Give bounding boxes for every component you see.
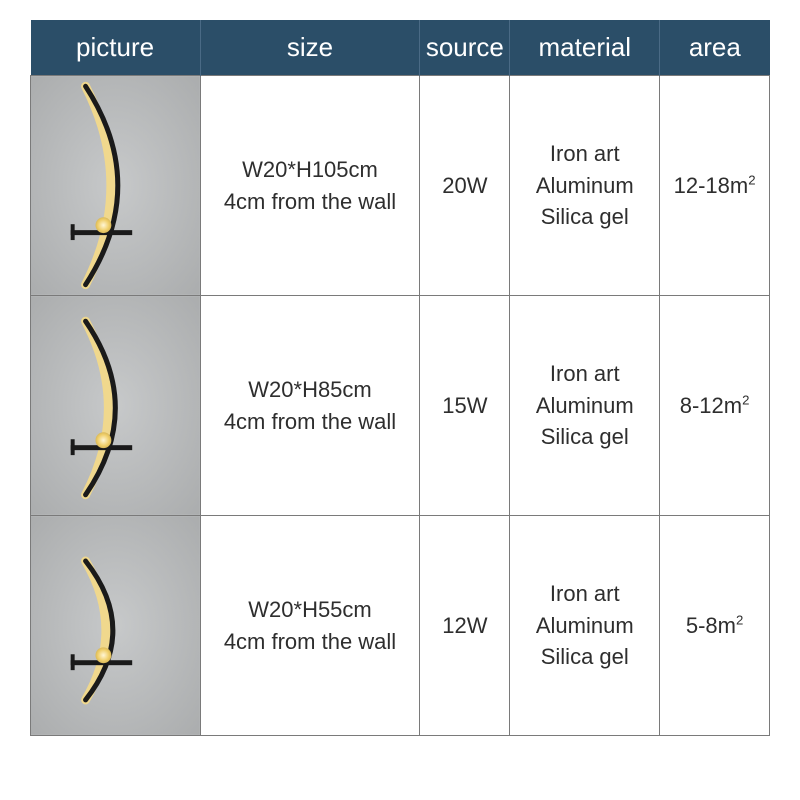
area-value: 8-12 [680, 393, 724, 418]
table-row: W20*H85cm4cm from the wall15WIron artAlu… [31, 296, 770, 516]
material-line1: Iron art [516, 578, 653, 610]
material-cell: Iron artAluminumSilica gel [510, 76, 660, 296]
table-body: W20*H105cm4cm from the wall20WIron artAl… [31, 76, 770, 736]
area-unit: m [724, 393, 742, 418]
size-line1: W20*H105cm [207, 154, 414, 186]
material-line2: Aluminum [516, 610, 653, 642]
size-line1: W20*H85cm [207, 374, 414, 406]
material-line3: Silica gel [516, 201, 653, 233]
area-unit: m [718, 613, 736, 638]
size-line2: 4cm from the wall [207, 186, 414, 218]
material-line3: Silica gel [516, 421, 653, 453]
header-size: size [200, 20, 420, 76]
product-picture [31, 516, 201, 736]
source-cell: 20W [420, 76, 510, 296]
material-line2: Aluminum [516, 390, 653, 422]
area-value: 5-8 [686, 613, 718, 638]
material-line1: Iron art [516, 138, 653, 170]
source-cell: 12W [420, 516, 510, 736]
area-cell: 8-12m2 [660, 296, 770, 516]
size-line2: 4cm from the wall [207, 406, 414, 438]
area-cell: 5-8m2 [660, 516, 770, 736]
material-line2: Aluminum [516, 170, 653, 202]
size-line2: 4cm from the wall [207, 626, 414, 658]
material-cell: Iron artAluminumSilica gel [510, 516, 660, 736]
size-cell: W20*H55cm4cm from the wall [200, 516, 420, 736]
spec-table: picturesizesourcematerialarea W20*H105cm… [30, 20, 770, 736]
size-cell: W20*H105cm4cm from the wall [200, 76, 420, 296]
product-picture [31, 296, 201, 516]
table-header: picturesizesourcematerialarea [31, 20, 770, 76]
size-cell: W20*H85cm4cm from the wall [200, 296, 420, 516]
header-picture: picture [31, 20, 201, 76]
material-line1: Iron art [516, 358, 653, 390]
area-value: 12-18 [674, 173, 730, 198]
source-cell: 15W [420, 296, 510, 516]
header-area: area [660, 20, 770, 76]
area-cell: 12-18m2 [660, 76, 770, 296]
header-source: source [420, 20, 510, 76]
material-line3: Silica gel [516, 641, 653, 673]
area-unit: m [730, 173, 748, 198]
size-line1: W20*H55cm [207, 594, 414, 626]
table-row: W20*H55cm4cm from the wall12WIron artAlu… [31, 516, 770, 736]
material-cell: Iron artAluminumSilica gel [510, 296, 660, 516]
header-material: material [510, 20, 660, 76]
table-row: W20*H105cm4cm from the wall20WIron artAl… [31, 76, 770, 296]
product-picture [31, 76, 201, 296]
